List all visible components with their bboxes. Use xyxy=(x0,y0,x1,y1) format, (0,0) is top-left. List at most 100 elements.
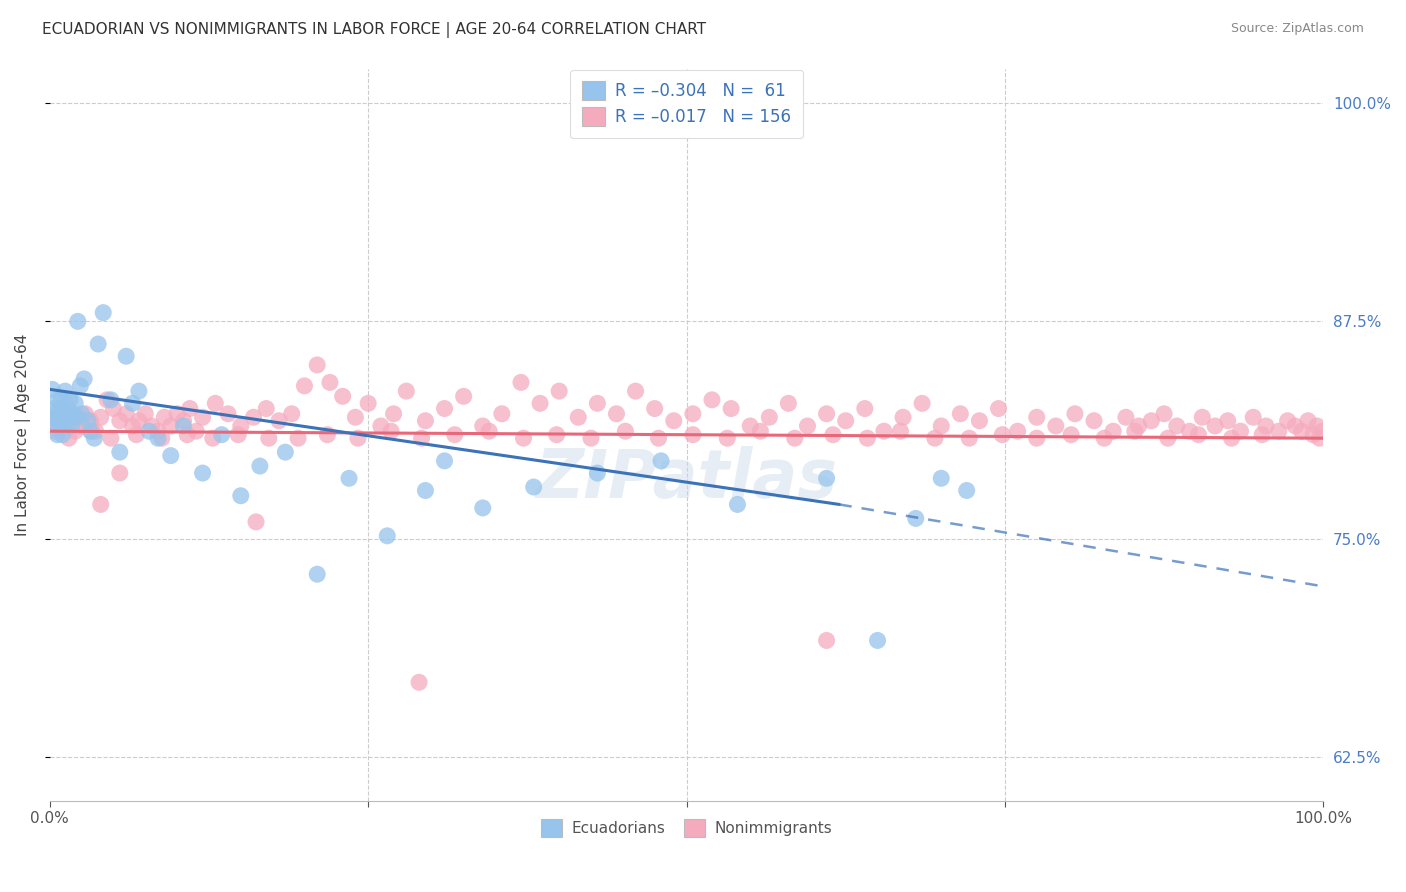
Point xyxy=(80,424,103,438)
Point xyxy=(546,427,568,442)
Point xyxy=(1064,407,1087,421)
Point xyxy=(307,358,329,372)
Point xyxy=(415,414,437,428)
Point xyxy=(45,419,67,434)
Point xyxy=(716,431,738,445)
Point xyxy=(77,414,100,428)
Point xyxy=(65,410,87,425)
Point xyxy=(121,419,143,434)
Point xyxy=(70,407,93,421)
Point xyxy=(408,675,430,690)
Point xyxy=(866,633,889,648)
Point xyxy=(66,314,89,328)
Point xyxy=(229,419,252,434)
Y-axis label: In Labor Force | Age 20-64: In Labor Force | Age 20-64 xyxy=(15,334,31,536)
Point xyxy=(42,410,65,425)
Point xyxy=(280,407,302,421)
Point xyxy=(254,401,277,416)
Point xyxy=(924,431,946,445)
Point xyxy=(75,407,97,421)
Point xyxy=(815,471,838,485)
Point xyxy=(433,401,456,416)
Point xyxy=(49,419,72,434)
Point xyxy=(70,419,93,434)
Point xyxy=(1007,424,1029,438)
Point xyxy=(853,401,876,416)
Point xyxy=(201,431,224,445)
Point xyxy=(815,633,838,648)
Point xyxy=(929,419,952,434)
Point xyxy=(1308,431,1330,445)
Point xyxy=(73,372,96,386)
Point xyxy=(1267,424,1289,438)
Point xyxy=(1291,424,1313,438)
Point xyxy=(1025,431,1047,445)
Point xyxy=(395,384,418,398)
Point xyxy=(66,410,89,425)
Point xyxy=(815,407,838,421)
Legend: Ecuadorians, Nonimmigrants: Ecuadorians, Nonimmigrants xyxy=(533,812,839,845)
Point xyxy=(53,414,76,428)
Point xyxy=(176,427,198,442)
Point xyxy=(1241,410,1264,425)
Point xyxy=(337,471,360,485)
Point xyxy=(121,396,143,410)
Point xyxy=(834,414,856,428)
Point xyxy=(382,407,405,421)
Point xyxy=(79,414,101,428)
Point xyxy=(79,424,101,438)
Point xyxy=(778,396,800,410)
Point xyxy=(63,396,86,410)
Point xyxy=(347,431,370,445)
Point xyxy=(51,410,73,425)
Point xyxy=(1254,419,1277,434)
Point xyxy=(510,376,533,390)
Point xyxy=(191,466,214,480)
Point xyxy=(46,392,69,407)
Point xyxy=(889,424,911,438)
Point xyxy=(586,396,609,410)
Point xyxy=(56,419,79,434)
Point xyxy=(650,454,672,468)
Point xyxy=(150,431,173,445)
Point xyxy=(90,410,112,425)
Point xyxy=(204,396,226,410)
Point xyxy=(62,407,84,421)
Point xyxy=(1157,431,1180,445)
Point xyxy=(294,379,316,393)
Point xyxy=(1060,427,1083,442)
Point xyxy=(108,414,131,428)
Point xyxy=(63,424,86,438)
Point xyxy=(48,407,70,421)
Point xyxy=(453,389,475,403)
Point xyxy=(1178,424,1201,438)
Point xyxy=(49,419,72,434)
Point xyxy=(1153,407,1175,421)
Point xyxy=(1166,419,1188,434)
Point xyxy=(1045,419,1067,434)
Point xyxy=(186,424,208,438)
Point xyxy=(548,384,571,398)
Point xyxy=(796,419,818,434)
Point xyxy=(60,419,83,434)
Point xyxy=(58,410,80,425)
Point xyxy=(1140,414,1163,428)
Point xyxy=(226,427,249,442)
Point xyxy=(904,511,927,525)
Point xyxy=(949,407,972,421)
Point xyxy=(242,410,264,425)
Point xyxy=(1310,424,1333,438)
Point xyxy=(1220,431,1243,445)
Point xyxy=(146,431,169,445)
Point xyxy=(375,529,398,543)
Point xyxy=(644,401,666,416)
Point xyxy=(1191,410,1213,425)
Point xyxy=(267,414,290,428)
Point xyxy=(48,410,70,425)
Point xyxy=(245,515,267,529)
Point xyxy=(1229,424,1251,438)
Point xyxy=(567,410,589,425)
Point xyxy=(911,396,934,410)
Point xyxy=(411,431,433,445)
Point xyxy=(125,427,148,442)
